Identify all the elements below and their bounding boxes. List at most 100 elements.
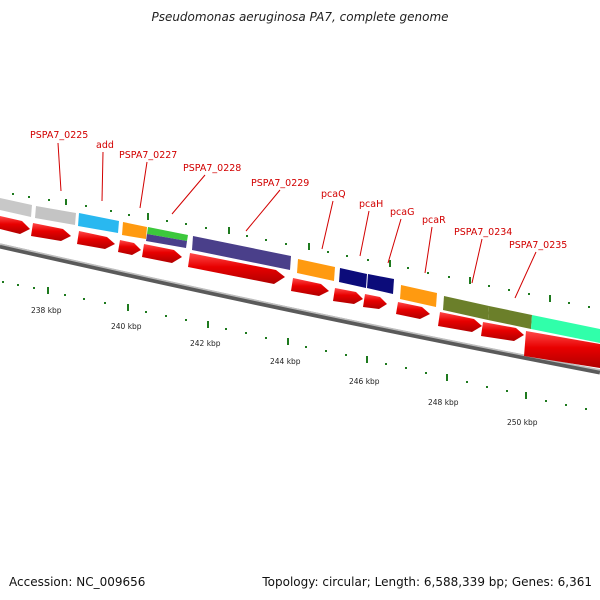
scale-dot [145, 311, 147, 313]
leader-line [101, 151, 104, 202]
feature-box [122, 222, 147, 239]
gene-arrow [481, 322, 524, 341]
scale-dot [265, 239, 267, 241]
scale-dot [325, 350, 327, 352]
gene-arrow [524, 331, 600, 368]
gene-arrow [291, 278, 329, 296]
feature-box [147, 227, 188, 241]
leader-line [387, 218, 402, 264]
scale-dot [568, 302, 570, 304]
gene-label[interactable]: PSPA7_0229 [251, 178, 309, 189]
feature-box [443, 296, 489, 320]
scale-dot [528, 293, 530, 295]
gene-arrow-track [0, 216, 600, 368]
leader-line [171, 174, 206, 215]
scale-dot [245, 332, 247, 334]
label-leader-lines [57, 142, 537, 299]
gene-label[interactable]: PSPA7_0228 [183, 163, 241, 174]
gene-arrow [0, 216, 30, 234]
scale-dot [185, 223, 187, 225]
scale-dot [345, 354, 347, 356]
scale-dot [104, 302, 106, 304]
scale-dot [110, 210, 112, 212]
scale-dot [246, 235, 248, 237]
leader-line [359, 210, 370, 257]
gene-label[interactable]: pcaH [359, 199, 383, 210]
scale-dot [85, 205, 87, 207]
gene-arrow [363, 294, 387, 309]
scale-tick [65, 199, 67, 205]
scale-dot [28, 196, 30, 198]
gene-arrow [118, 240, 141, 255]
scale-dot [33, 287, 35, 289]
scale-dot [585, 408, 587, 410]
leader-line [57, 142, 62, 192]
leader-line [245, 189, 281, 232]
scale-dot [17, 284, 19, 286]
scale-tick [207, 321, 209, 328]
scale-dot [225, 328, 227, 330]
feature-box [35, 206, 76, 225]
scale-dot [265, 337, 267, 339]
scale-dot [2, 281, 4, 283]
genome-backbone [0, 243, 600, 375]
scale-dot [425, 372, 427, 374]
scale-dot [405, 367, 407, 369]
kbp-label: 240 kbp [111, 322, 142, 331]
feature-box [367, 274, 394, 294]
gene-label[interactable]: add [96, 140, 114, 151]
gene-arrow [188, 253, 285, 284]
scale-dot [565, 404, 567, 406]
gene-label[interactable]: pcaG [390, 207, 414, 218]
accession-text: Accession: NC_009656 [9, 575, 146, 589]
scale-dot [427, 272, 429, 274]
gene-arrow [77, 231, 115, 249]
kbp-label: 248 kbp [428, 398, 459, 407]
scale-dot [367, 259, 369, 261]
feature-box [78, 213, 119, 233]
scale-dot [508, 289, 510, 291]
scale-tick [287, 338, 289, 345]
scale-dot [486, 386, 488, 388]
feature-box [0, 198, 32, 217]
gene-label[interactable]: PSPA7_0234 [454, 227, 512, 238]
gene-label[interactable]: pcaR [422, 215, 446, 226]
scale-dot [48, 199, 50, 201]
scale-tick [228, 227, 230, 234]
scale-tick [446, 374, 448, 381]
gene-labels: PSPA7_0225 add PSPA7_0227 PSPA7_0228 PSP… [30, 130, 567, 251]
kbp-label: 242 kbp [190, 339, 221, 348]
scale-dot [346, 255, 348, 257]
scale-dot [466, 381, 468, 383]
kbp-label: 244 kbp [270, 357, 301, 366]
scale-dot [588, 306, 590, 308]
scale-tick [389, 260, 391, 267]
scale-dot [385, 363, 387, 365]
gene-label[interactable]: PSPA7_0225 [30, 130, 88, 141]
gene-label[interactable]: pcaQ [321, 189, 346, 200]
feature-track [0, 198, 600, 343]
kbp-label: 250 kbp [507, 418, 538, 427]
genome-backbone-highlight [0, 243, 600, 371]
scale-tick [525, 392, 527, 399]
scale-dot [205, 227, 207, 229]
scale-dot [165, 315, 167, 317]
feature-box [297, 259, 335, 281]
gene-arrow [142, 244, 182, 263]
scale-dot [305, 346, 307, 348]
gene-label[interactable]: PSPA7_0235 [509, 240, 567, 251]
gene-label[interactable]: PSPA7_0227 [119, 150, 177, 161]
scale-tick [308, 243, 310, 250]
gene-arrow [438, 312, 482, 332]
scale-dot [285, 243, 287, 245]
scale-dot [488, 285, 490, 287]
scale-tick [469, 277, 471, 284]
gene-arrow [333, 288, 363, 304]
scale-tick [147, 213, 149, 220]
gene-arrow [396, 302, 430, 319]
feature-box [146, 234, 187, 248]
scale-tick [47, 287, 49, 294]
scale-dot [64, 294, 66, 296]
